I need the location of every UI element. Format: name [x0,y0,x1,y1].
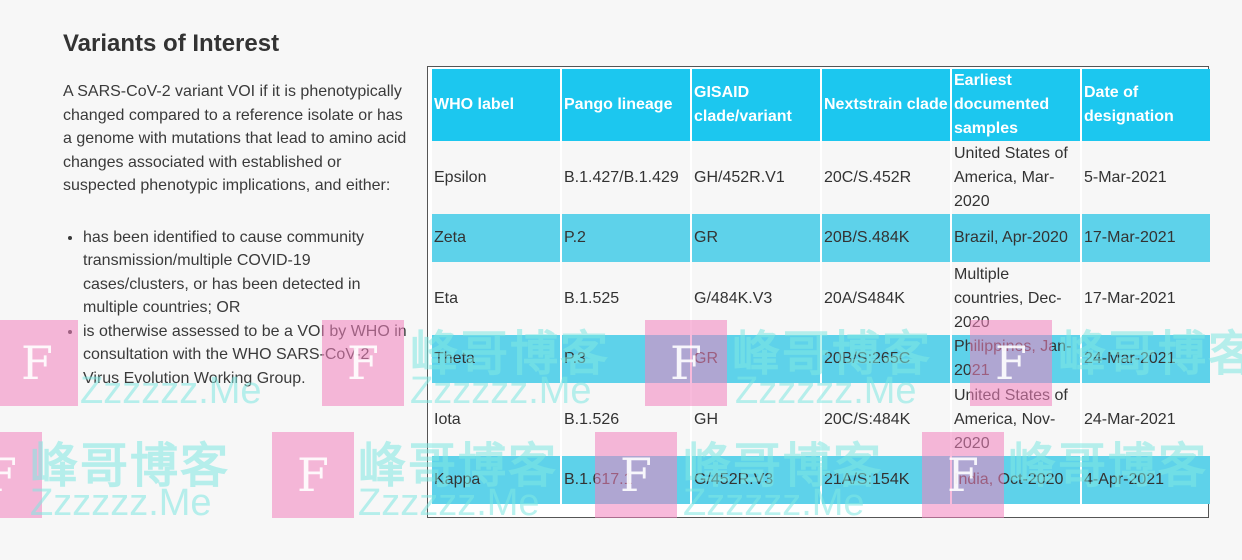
cell-earliest-samples: Multiple countries, Dec-2020 [952,262,1080,335]
watermark-logo: F [272,432,354,518]
cell-date-designation: 17-Mar-2021 [1082,214,1210,262]
cell-pango-lineage: B.1.526 [562,383,690,456]
cell-gisaid-clade: GR [692,214,820,262]
cell-pango-lineage: B.1.427/B.1.429 [562,141,690,214]
page-title: Variants of Interest [63,30,280,57]
cell-pango-lineage: B.1.617.1 [562,456,690,504]
cell-earliest-samples: Brazil, Apr-2020 [952,214,1080,262]
table-row: Iota B.1.526 GH 20C/S:484K United States… [432,383,1210,456]
header-gisaid-clade: GISAID clade/variant [692,69,820,141]
cell-gisaid-clade: GH/452R.V1 [692,141,820,214]
table-row: Kappa B.1.617.1 G/452R.V3 21A/S:154K Ind… [432,456,1210,504]
header-earliest-samples: Earliest documented samples [952,69,1080,141]
cell-date-designation: 24-Mar-2021 [1082,383,1210,456]
cell-who-label: Theta [432,335,560,383]
cell-nextstrain-clade: 20B/S.484K [822,214,950,262]
cell-date-designation: 24-Mar-2021 [1082,335,1210,383]
cell-who-label: Eta [432,262,560,335]
cell-who-label: Zeta [432,214,560,262]
list-item: has been identified to cause community t… [83,226,408,320]
cell-gisaid-clade: G/484K.V3 [692,262,820,335]
header-date-designation: Date of designation [1082,69,1210,141]
table-row: Theta P.3 GR 20B/S:265C Philippines, Jan… [432,335,1210,383]
cell-nextstrain-clade: 20B/S:265C [822,335,950,383]
cell-gisaid-clade: GH [692,383,820,456]
cell-nextstrain-clade: 21A/S:154K [822,456,950,504]
table-row: Eta B.1.525 G/484K.V3 20A/S484K Multiple… [432,262,1210,335]
cell-date-designation: 5-Mar-2021 [1082,141,1210,214]
header-who-label: WHO label [432,69,560,141]
table-row: Epsilon B.1.427/B.1.429 GH/452R.V1 20C/S… [432,141,1210,214]
text-column: Variants of Interest A SARS-CoV-2 varian… [63,28,408,390]
list-item: is otherwise assessed to be a VOI by WHO… [83,320,408,391]
table-header-row: WHO label Pango lineage GISAID clade/var… [432,69,1210,141]
table-row: Zeta P.2 GR 20B/S.484K Brazil, Apr-2020 … [432,214,1210,262]
cell-nextstrain-clade: 20A/S484K [822,262,950,335]
cell-earliest-samples: India, Oct-2020 [952,456,1080,504]
criteria-list: has been identified to cause community t… [63,226,408,391]
cell-date-designation: 17-Mar-2021 [1082,262,1210,335]
cell-gisaid-clade: GR [692,335,820,383]
cell-pango-lineage: B.1.525 [562,262,690,335]
cell-earliest-samples: Philippines, Jan-2021 [952,335,1080,383]
cell-pango-lineage: P.2 [562,214,690,262]
intro-paragraph: A SARS-CoV-2 variant VOI if it is phenot… [63,83,407,194]
header-pango-lineage: Pango lineage [562,69,690,141]
variants-table-container: WHO label Pango lineage GISAID clade/var… [427,66,1212,518]
cell-who-label: Iota [432,383,560,456]
watermark-text: Zzzzzz.Me [30,482,212,524]
cell-pango-lineage: P.3 [562,335,690,383]
cell-earliest-samples: United States of America, Nov-2020 [952,383,1080,456]
header-nextstrain-clade: Nextstrain clade [822,69,950,141]
cell-nextstrain-clade: 20C/S.452R [822,141,950,214]
variants-table: WHO label Pango lineage GISAID clade/var… [430,69,1212,504]
watermark-text: 峰哥博客 [30,440,231,493]
cell-nextstrain-clade: 20C/S:484K [822,383,950,456]
cell-who-label: Epsilon [432,141,560,214]
cell-gisaid-clade: G/452R.V3 [692,456,820,504]
cell-earliest-samples: United States of America, Mar-2020 [952,141,1080,214]
watermark-logo: F [0,432,42,518]
cell-date-designation: 4-Apr-2021 [1082,456,1210,504]
cell-who-label: Kappa [432,456,560,504]
